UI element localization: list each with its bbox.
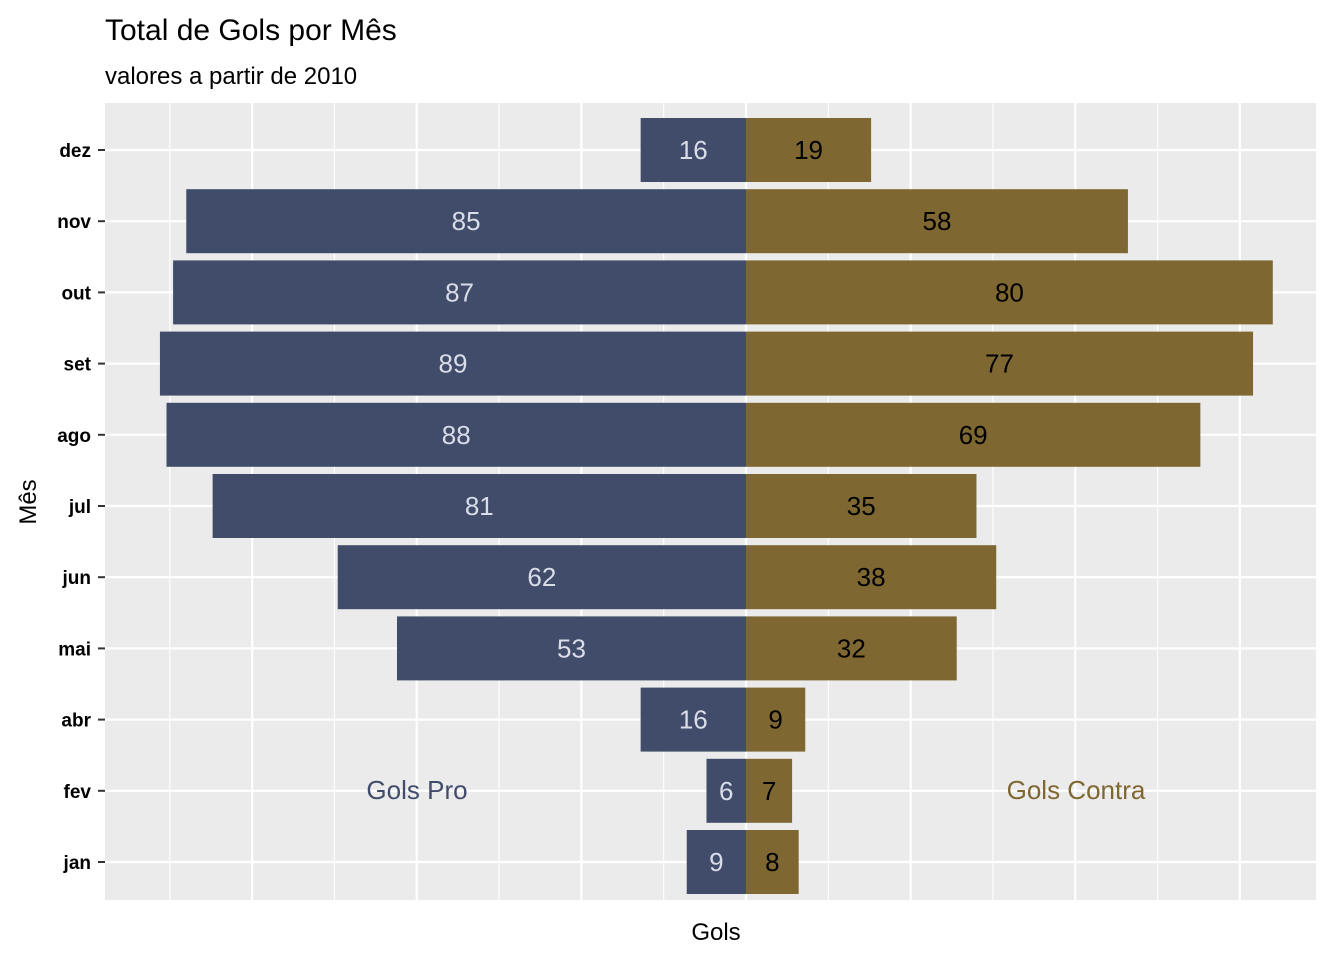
bar-gols-pro-jan xyxy=(686,830,746,894)
bars-group xyxy=(159,118,1273,894)
label-gols-contra-jun: 38 xyxy=(857,562,886,592)
legend-gols-pro: Gols Pro xyxy=(366,775,467,805)
bar-gols-contra-out xyxy=(746,260,1273,325)
bar-gols-contra-set xyxy=(746,331,1254,396)
y-tick-label-mai: mai xyxy=(58,639,91,660)
label-gols-contra-abr: 9 xyxy=(768,705,782,735)
bar-gols-pro-dez xyxy=(640,118,746,182)
y-tick-label-set: set xyxy=(64,355,92,376)
label-gols-contra-jul: 35 xyxy=(847,491,876,521)
bar-gols-pro-fev xyxy=(706,758,746,823)
bar-gols-contra-nov xyxy=(746,189,1128,254)
bar-gols-contra-jul xyxy=(746,474,977,538)
label-gols-pro-fev: 6 xyxy=(719,776,733,806)
bar-gols-pro-set xyxy=(159,331,746,396)
bar-gols-pro-jun xyxy=(337,545,746,610)
bar-gols-contra-fev xyxy=(746,758,793,823)
label-gols-contra-fev: 7 xyxy=(762,776,776,806)
bar-gols-pro-ago xyxy=(166,402,746,467)
y-tick-label-ago: ago xyxy=(57,426,91,447)
y-tick-label-nov: nov xyxy=(57,212,91,233)
label-gols-pro-jan: 9 xyxy=(709,847,723,877)
y-tick-label-dez: dez xyxy=(59,141,91,162)
y-tick-label-jul: jul xyxy=(68,497,91,518)
label-gols-contra-ago: 69 xyxy=(959,420,988,450)
y-tick-label-fev: fev xyxy=(64,782,92,803)
bar-gols-contra-mai xyxy=(746,616,957,681)
y-tick-label-abr: abr xyxy=(61,711,91,732)
bar-gols-pro-jul xyxy=(212,474,747,538)
y-tick-label-out: out xyxy=(61,283,91,304)
label-gols-pro-mai: 53 xyxy=(557,633,586,663)
label-gols-pro-abr: 16 xyxy=(679,705,708,735)
chart-title: Total de Gols por Mês xyxy=(105,14,397,47)
label-gols-contra-set: 77 xyxy=(985,349,1014,379)
bar-gols-contra-dez xyxy=(746,118,872,182)
bar-gols-contra-ago xyxy=(746,402,1201,467)
y-axis-ticks: jan fev abr mai jun jul ago set out nov dez xyxy=(57,141,105,874)
label-gols-pro-jul: 81 xyxy=(465,491,494,521)
chart-subtitle: valores a partir de 2010 xyxy=(105,63,357,90)
label-gols-pro-jun: 62 xyxy=(527,562,556,592)
bar-gols-contra-abr xyxy=(746,687,806,752)
label-gols-pro-ago: 88 xyxy=(442,420,471,450)
label-gols-contra-mai: 32 xyxy=(837,633,866,663)
label-gols-pro-dez: 16 xyxy=(679,135,708,165)
bar-gols-pro-out xyxy=(173,260,747,325)
y-tick-label-jan: jan xyxy=(63,853,91,874)
label-gols-contra-dez: 19 xyxy=(794,135,823,165)
y-tick-label-jun: jun xyxy=(62,568,92,589)
bar-gols-contra-jan xyxy=(746,830,799,894)
y-axis-title: Mês xyxy=(15,479,42,524)
bar-gols-pro-mai xyxy=(396,616,746,681)
legend-gols-contra: Gols Contra xyxy=(1007,775,1146,805)
value-labels-group: 9 8 6 7 16 9 53 32 62 38 81 35 88 69 89 77 87 80 85 58 16 19 xyxy=(439,135,1024,877)
label-gols-contra-out: 80 xyxy=(995,277,1024,307)
label-gols-pro-out: 87 xyxy=(445,277,474,307)
label-gols-contra-jan: 8 xyxy=(765,847,779,877)
bar-gols-pro-abr xyxy=(640,687,746,752)
label-gols-pro-nov: 85 xyxy=(452,206,481,236)
label-gols-pro-set: 89 xyxy=(439,349,468,379)
label-gols-contra-nov: 58 xyxy=(923,206,952,236)
x-axis-title: Gols xyxy=(691,919,740,946)
bar-gols-contra-jun xyxy=(746,545,997,610)
bar-gols-pro-nov xyxy=(186,189,746,254)
